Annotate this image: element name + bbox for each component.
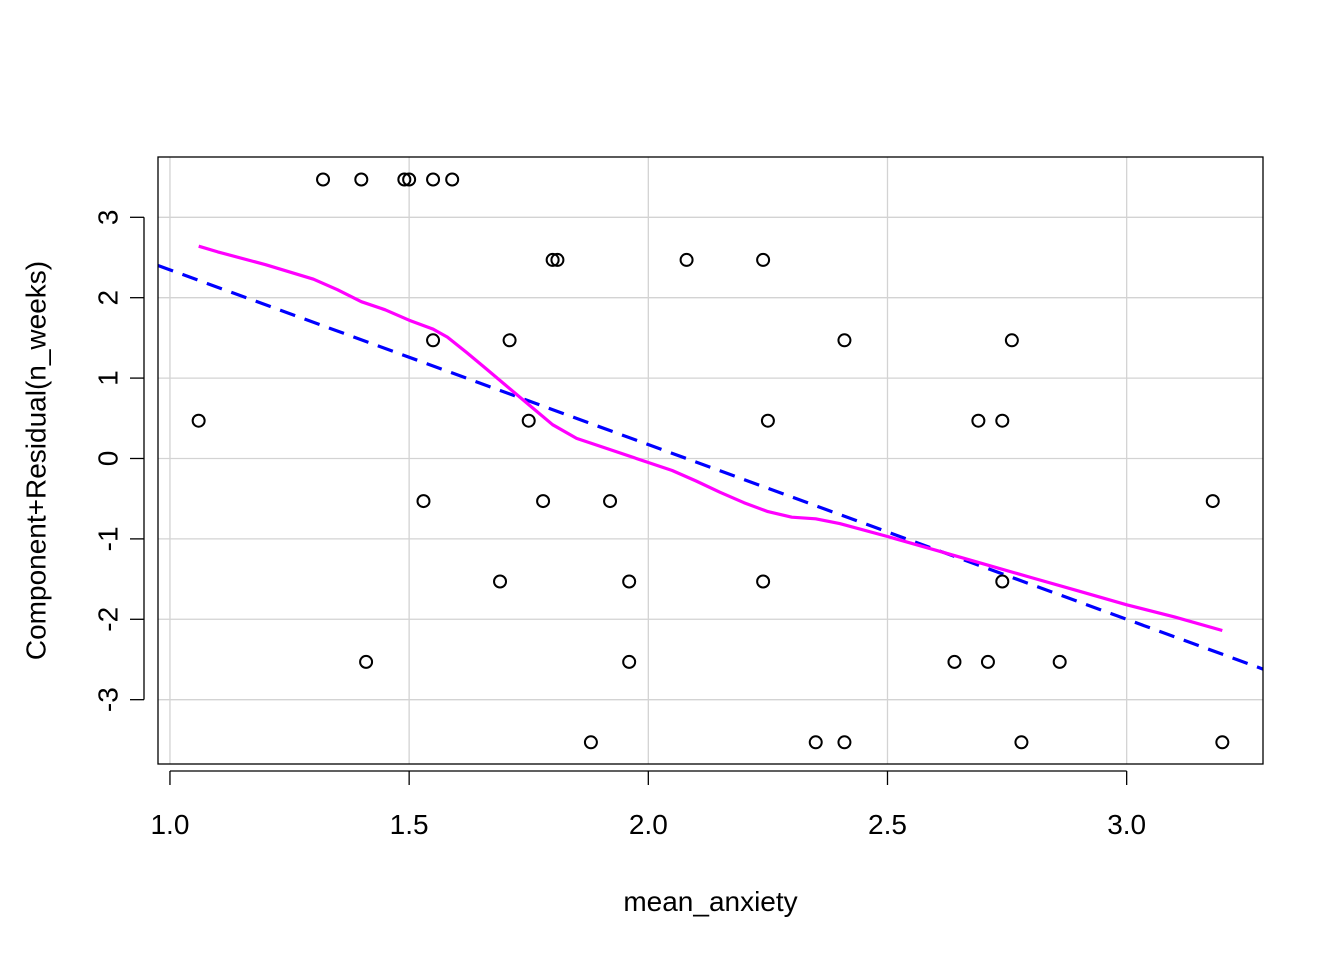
data-point <box>545 252 560 267</box>
data-point <box>980 654 995 669</box>
data-point <box>760 413 775 428</box>
x-axis: 1.0 1.5 2.0 2.5 3.0 <box>150 770 1146 840</box>
data-point <box>947 654 962 669</box>
plot-frame <box>157 156 1264 765</box>
data-point <box>397 172 412 187</box>
y-tick-label: 1 <box>92 370 123 386</box>
data-point <box>756 574 771 589</box>
data-point <box>416 494 431 509</box>
x-tick-label: 1.0 <box>150 809 189 840</box>
data-point <box>536 494 551 509</box>
data-point <box>191 413 206 428</box>
y-tick-label: 0 <box>92 451 123 467</box>
data-point <box>837 333 852 348</box>
data-point <box>603 494 618 509</box>
linear-fit-line <box>157 263 1264 671</box>
points-layer <box>191 172 1230 750</box>
x-tick-label: 3.0 <box>1107 809 1146 840</box>
grid-layer <box>158 157 1263 764</box>
data-point <box>756 252 771 267</box>
x-axis-title: mean_anxiety <box>623 886 797 917</box>
y-tick-label: 2 <box>92 290 123 306</box>
data-point <box>354 172 369 187</box>
data-point <box>445 172 460 187</box>
data-point <box>426 172 441 187</box>
y-tick-label: -1 <box>92 526 123 551</box>
data-point <box>995 574 1010 589</box>
data-point <box>1052 654 1067 669</box>
data-point <box>837 735 852 750</box>
y-axis-title: Component+Residual(n_weeks) <box>20 261 51 660</box>
series-layer <box>157 244 1264 671</box>
data-point <box>995 413 1010 428</box>
smooth-fit-line <box>198 244 1223 633</box>
data-point <box>402 172 417 187</box>
data-point <box>493 574 508 589</box>
data-point <box>1205 494 1220 509</box>
data-point <box>1014 735 1029 750</box>
y-tick-label: 3 <box>92 210 123 226</box>
data-point <box>550 252 565 267</box>
data-point <box>359 654 374 669</box>
y-axis: -3 -2 -1 0 1 2 3 <box>92 210 145 712</box>
data-point <box>1004 333 1019 348</box>
data-point <box>622 574 637 589</box>
data-point <box>971 413 986 428</box>
data-point <box>679 252 694 267</box>
data-point <box>808 735 823 750</box>
data-point <box>316 172 331 187</box>
data-point <box>521 413 536 428</box>
y-tick-label: -3 <box>92 687 123 712</box>
x-tick-label: 1.5 <box>390 809 429 840</box>
y-tick-label: -2 <box>92 607 123 632</box>
data-point <box>1215 735 1230 750</box>
data-point <box>426 333 441 348</box>
data-point <box>622 654 637 669</box>
data-point <box>583 735 598 750</box>
x-tick-label: 2.0 <box>629 809 668 840</box>
x-tick-label: 2.5 <box>868 809 907 840</box>
data-point <box>502 333 517 348</box>
